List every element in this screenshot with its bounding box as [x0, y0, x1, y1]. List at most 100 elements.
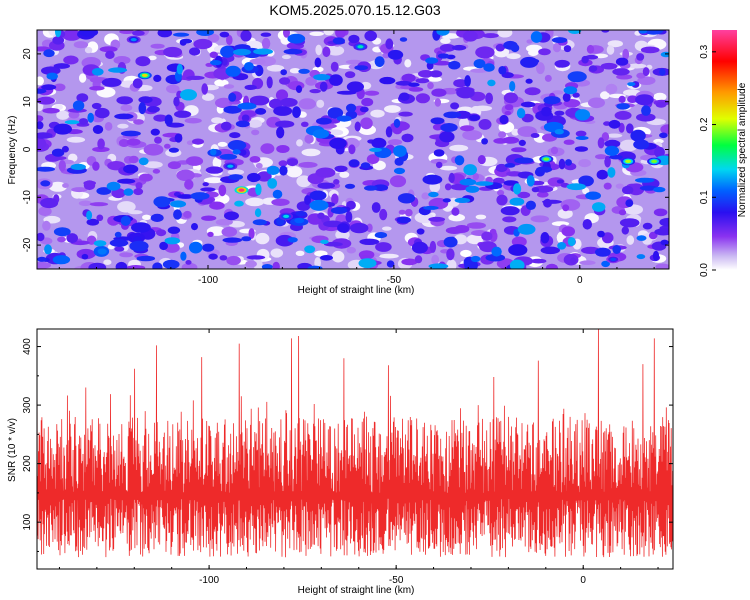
heatmap-cell [450, 102, 460, 110]
heatmap-cell [601, 30, 610, 33]
heatmap-cell [562, 92, 571, 102]
heatmap-cell [336, 90, 357, 95]
heatmap-cell [401, 258, 418, 266]
heatmap-cell [343, 137, 360, 149]
heatmap-cell [511, 147, 527, 153]
heatmap-cell [429, 240, 437, 253]
heatmap-cell [37, 256, 47, 262]
heatmap-cell [117, 123, 129, 129]
heatmap-cell [446, 248, 455, 261]
heatmap-cell [404, 208, 413, 217]
heatmap-ylabel: Frequency (Hz) [7, 116, 18, 185]
heatmap-cell [327, 129, 344, 136]
heatmap-cell [314, 250, 328, 257]
heatmap-cell [473, 59, 486, 69]
heatmap-cell [223, 105, 242, 114]
heatmap-cell [425, 57, 439, 64]
heatmap-cell [498, 66, 507, 75]
heatmap-cell [404, 59, 412, 68]
heatmap-cell [427, 82, 434, 90]
heatmap-cell [87, 112, 94, 123]
heatmap-cell [517, 191, 531, 199]
heatmap-cell [105, 50, 115, 59]
heatmap-cell [333, 179, 340, 185]
heatmap-cell [286, 166, 303, 178]
heatmap-cell [114, 231, 122, 238]
heatmap-cell [554, 129, 564, 135]
heatmap-cell [462, 130, 483, 141]
heatmap-cell [189, 241, 203, 254]
heatmap-cell [374, 232, 388, 239]
heatmap-cell [207, 231, 214, 237]
heatmap-cell [272, 261, 280, 269]
heatmap-cell [414, 255, 423, 264]
heatmap-cell [205, 166, 224, 174]
heatmap-peak [283, 214, 290, 218]
heatmap-cell [173, 32, 190, 37]
heatmap-cell [397, 193, 416, 204]
heatmap-cell [459, 178, 477, 186]
heatmap-cell [152, 262, 163, 269]
heatmap-cell [329, 137, 347, 149]
heatmap-cell [120, 215, 131, 226]
heatmap-cell [211, 117, 223, 124]
heatmap-cell [434, 98, 441, 107]
heatmap-cell [153, 196, 171, 208]
heatmap-cell [550, 146, 559, 155]
heatmap-cell [126, 138, 141, 146]
heatmap-cell [57, 236, 66, 243]
heatmap-cell [295, 85, 303, 93]
heatmap-cell [232, 149, 241, 155]
heatmap-cell [655, 263, 669, 269]
heatmap-cell [224, 211, 239, 221]
heatmap-cell [66, 136, 86, 143]
heatmap-cell [445, 227, 464, 234]
heatmap-cell [616, 74, 633, 80]
heatmap-cell [435, 161, 443, 169]
heatmap-cell [307, 265, 323, 269]
heatmap-cell [379, 253, 399, 259]
colorbar-gradient [712, 30, 737, 270]
heatmap-cell [439, 44, 456, 52]
heatmap-cell [481, 138, 488, 145]
heatmap-cell [156, 229, 167, 237]
heatmap-cell [252, 219, 267, 226]
heatmap-cell [246, 255, 266, 260]
heatmap-cell [428, 191, 439, 198]
heatmap-cell [260, 143, 275, 154]
heatmap-cell [431, 254, 440, 265]
figure-title: KOM5.2025.070.15.12.G03 [269, 2, 440, 18]
heatmap-cell [561, 226, 575, 237]
heatmap-cell [636, 254, 646, 260]
heatmap-cell [360, 162, 371, 169]
heatmap-cell [582, 219, 592, 230]
snr-x-tick-label: 0 [580, 575, 586, 586]
heatmap-cell [481, 231, 493, 241]
heatmap-cell [241, 114, 250, 122]
heatmap-cell [136, 255, 156, 262]
heatmap-cell [401, 133, 414, 143]
heatmap-cell [281, 54, 291, 60]
heatmap-cell [540, 232, 550, 244]
heatmap-cell [398, 111, 413, 117]
heatmap-cell [346, 103, 357, 113]
heatmap-cell [619, 218, 640, 228]
heatmap-cell [393, 145, 407, 158]
heatmap-cell [563, 86, 578, 95]
heatmap-cell [86, 218, 100, 226]
heatmap-cell [296, 139, 303, 147]
heatmap-cell [234, 200, 244, 207]
heatmap-cell [541, 106, 552, 117]
heatmap-cell [221, 226, 238, 237]
heatmap-cell [212, 157, 222, 169]
heatmap-cell [627, 95, 638, 103]
heatmap-cell [430, 158, 448, 164]
heatmap-cell [138, 96, 153, 104]
heatmap-cell [255, 183, 262, 196]
heatmap-cell [174, 133, 183, 143]
heatmap-cell [64, 120, 80, 125]
heatmap-cell [618, 95, 626, 103]
heatmap-cell [375, 242, 392, 252]
heatmap-cell [208, 253, 218, 260]
heatmap-cell [538, 48, 551, 56]
